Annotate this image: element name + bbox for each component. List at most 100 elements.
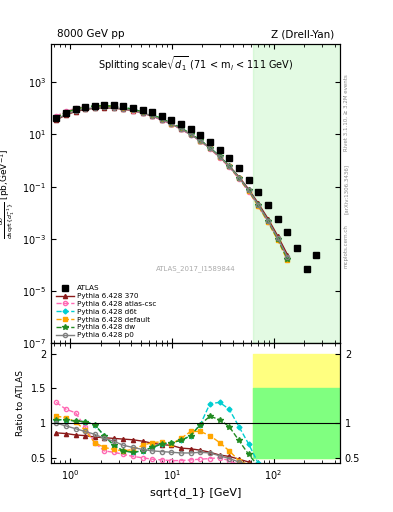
Pythia 6.428 370: [188, 131, 193, 137]
Pythia 6.428 default: [121, 104, 126, 111]
Line: Pythia 6.428 atlas-csc: Pythia 6.428 atlas-csc: [54, 104, 290, 261]
Pythia 6.428 d6t: [179, 125, 184, 131]
Pythia 6.428 dw: [150, 112, 154, 118]
Pythia 6.428 default: [285, 258, 290, 264]
Pythia 6.428 atlas-csc: [275, 236, 280, 242]
Pythia 6.428 d6t: [54, 115, 59, 121]
Pythia 6.428 atlas-csc: [285, 255, 290, 262]
Pythia 6.428 p0: [198, 138, 203, 144]
Pythia 6.428 370: [140, 110, 145, 116]
ATLAS: [246, 177, 251, 183]
Pythia 6.428 p0: [217, 154, 222, 160]
Pythia 6.428 atlas-csc: [54, 113, 59, 119]
Pythia 6.428 default: [112, 103, 116, 110]
Pythia 6.428 dw: [64, 110, 68, 116]
Pythia 6.428 dw: [121, 104, 126, 111]
Line: Pythia 6.428 d6t: Pythia 6.428 d6t: [55, 104, 289, 261]
Pythia 6.428 370: [54, 117, 59, 123]
ATLAS: [169, 116, 174, 122]
Pythia 6.428 default: [140, 109, 145, 115]
Pythia 6.428 dw: [198, 137, 203, 143]
ATLAS: [112, 102, 116, 109]
Pythia 6.428 d6t: [227, 163, 231, 169]
Pythia 6.428 atlas-csc: [227, 164, 231, 170]
Text: [arXiv:1306.3436]: [arXiv:1306.3436]: [344, 164, 349, 215]
Pythia 6.428 370: [275, 233, 280, 239]
ATLAS: [160, 113, 164, 119]
Line: Pythia 6.428 default: Pythia 6.428 default: [54, 104, 290, 263]
ATLAS: [304, 266, 309, 272]
ATLAS: [179, 121, 184, 127]
Pythia 6.428 370: [64, 112, 68, 118]
Pythia 6.428 p0: [246, 187, 251, 194]
Pythia 6.428 dw: [102, 102, 107, 109]
Pythia 6.428 p0: [160, 116, 164, 122]
ATLAS: [275, 216, 280, 222]
Pythia 6.428 atlas-csc: [160, 117, 164, 123]
Pythia 6.428 370: [160, 117, 164, 123]
Pythia 6.428 p0: [169, 121, 174, 127]
Pythia 6.428 d6t: [160, 116, 164, 122]
Pythia 6.428 default: [92, 103, 97, 109]
Pythia 6.428 370: [121, 106, 126, 112]
ATLAS: [198, 132, 203, 138]
Pythia 6.428 p0: [266, 218, 270, 224]
Pythia 6.428 default: [246, 188, 251, 194]
Pythia 6.428 dw: [266, 218, 270, 224]
Pythia 6.428 p0: [54, 116, 59, 122]
Pythia 6.428 dw: [140, 109, 145, 115]
Pythia 6.428 default: [208, 145, 212, 151]
Pythia 6.428 atlas-csc: [83, 103, 87, 110]
Text: Rivet 3.1.10, ≥ 3.2M events: Rivet 3.1.10, ≥ 3.2M events: [344, 74, 349, 151]
Y-axis label: Ratio to ATLAS: Ratio to ATLAS: [16, 370, 25, 436]
Pythia 6.428 atlas-csc: [188, 132, 193, 138]
Pythia 6.428 d6t: [150, 112, 154, 118]
Pythia 6.428 370: [112, 105, 116, 111]
Legend: ATLAS, Pythia 6.428 370, Pythia 6.428 atlas-csc, Pythia 6.428 d6t, Pythia 6.428 : ATLAS, Pythia 6.428 370, Pythia 6.428 at…: [55, 284, 158, 340]
Pythia 6.428 d6t: [256, 202, 261, 208]
ATLAS: [150, 109, 154, 115]
Pythia 6.428 370: [237, 174, 241, 180]
Pythia 6.428 dw: [112, 103, 116, 109]
Pythia 6.428 dw: [285, 256, 290, 262]
Pythia 6.428 atlas-csc: [121, 105, 126, 112]
Pythia 6.428 dw: [83, 104, 87, 110]
Pythia 6.428 370: [169, 121, 174, 127]
Pythia 6.428 d6t: [237, 175, 241, 181]
Pythia 6.428 atlas-csc: [73, 105, 78, 111]
Pythia 6.428 370: [217, 154, 222, 160]
Pythia 6.428 atlas-csc: [112, 104, 116, 110]
ATLAS: [217, 146, 222, 153]
Pythia 6.428 default: [130, 106, 135, 113]
Pythia 6.428 d6t: [140, 109, 145, 115]
Line: Pythia 6.428 p0: Pythia 6.428 p0: [54, 105, 290, 259]
Pythia 6.428 p0: [285, 254, 290, 260]
Pythia 6.428 p0: [121, 106, 126, 112]
Pythia 6.428 370: [130, 108, 135, 114]
Pythia 6.428 p0: [188, 132, 193, 138]
Pythia 6.428 370: [227, 163, 231, 169]
Pythia 6.428 atlas-csc: [246, 188, 251, 195]
Pythia 6.428 d6t: [73, 106, 78, 112]
Pythia 6.428 dw: [227, 163, 231, 169]
Pythia 6.428 atlas-csc: [237, 176, 241, 182]
Pythia 6.428 d6t: [92, 103, 97, 109]
Text: Z (Drell-Yan): Z (Drell-Yan): [271, 29, 334, 39]
Pythia 6.428 p0: [64, 111, 68, 117]
ATLAS: [285, 229, 290, 236]
ATLAS: [140, 106, 145, 113]
Pythia 6.428 atlas-csc: [150, 113, 154, 119]
Pythia 6.428 d6t: [285, 256, 290, 262]
Text: 8000 GeV pp: 8000 GeV pp: [57, 29, 124, 39]
Pythia 6.428 dw: [54, 115, 59, 121]
Pythia 6.428 atlas-csc: [266, 219, 270, 225]
Pythia 6.428 default: [64, 110, 68, 116]
Pythia 6.428 d6t: [217, 153, 222, 159]
Line: ATLAS: ATLAS: [53, 102, 320, 272]
Pythia 6.428 p0: [83, 106, 87, 112]
ATLAS: [54, 115, 59, 121]
Pythia 6.428 p0: [112, 105, 116, 111]
Pythia 6.428 atlas-csc: [140, 110, 145, 116]
ATLAS: [256, 188, 261, 195]
Pythia 6.428 dw: [73, 106, 78, 112]
